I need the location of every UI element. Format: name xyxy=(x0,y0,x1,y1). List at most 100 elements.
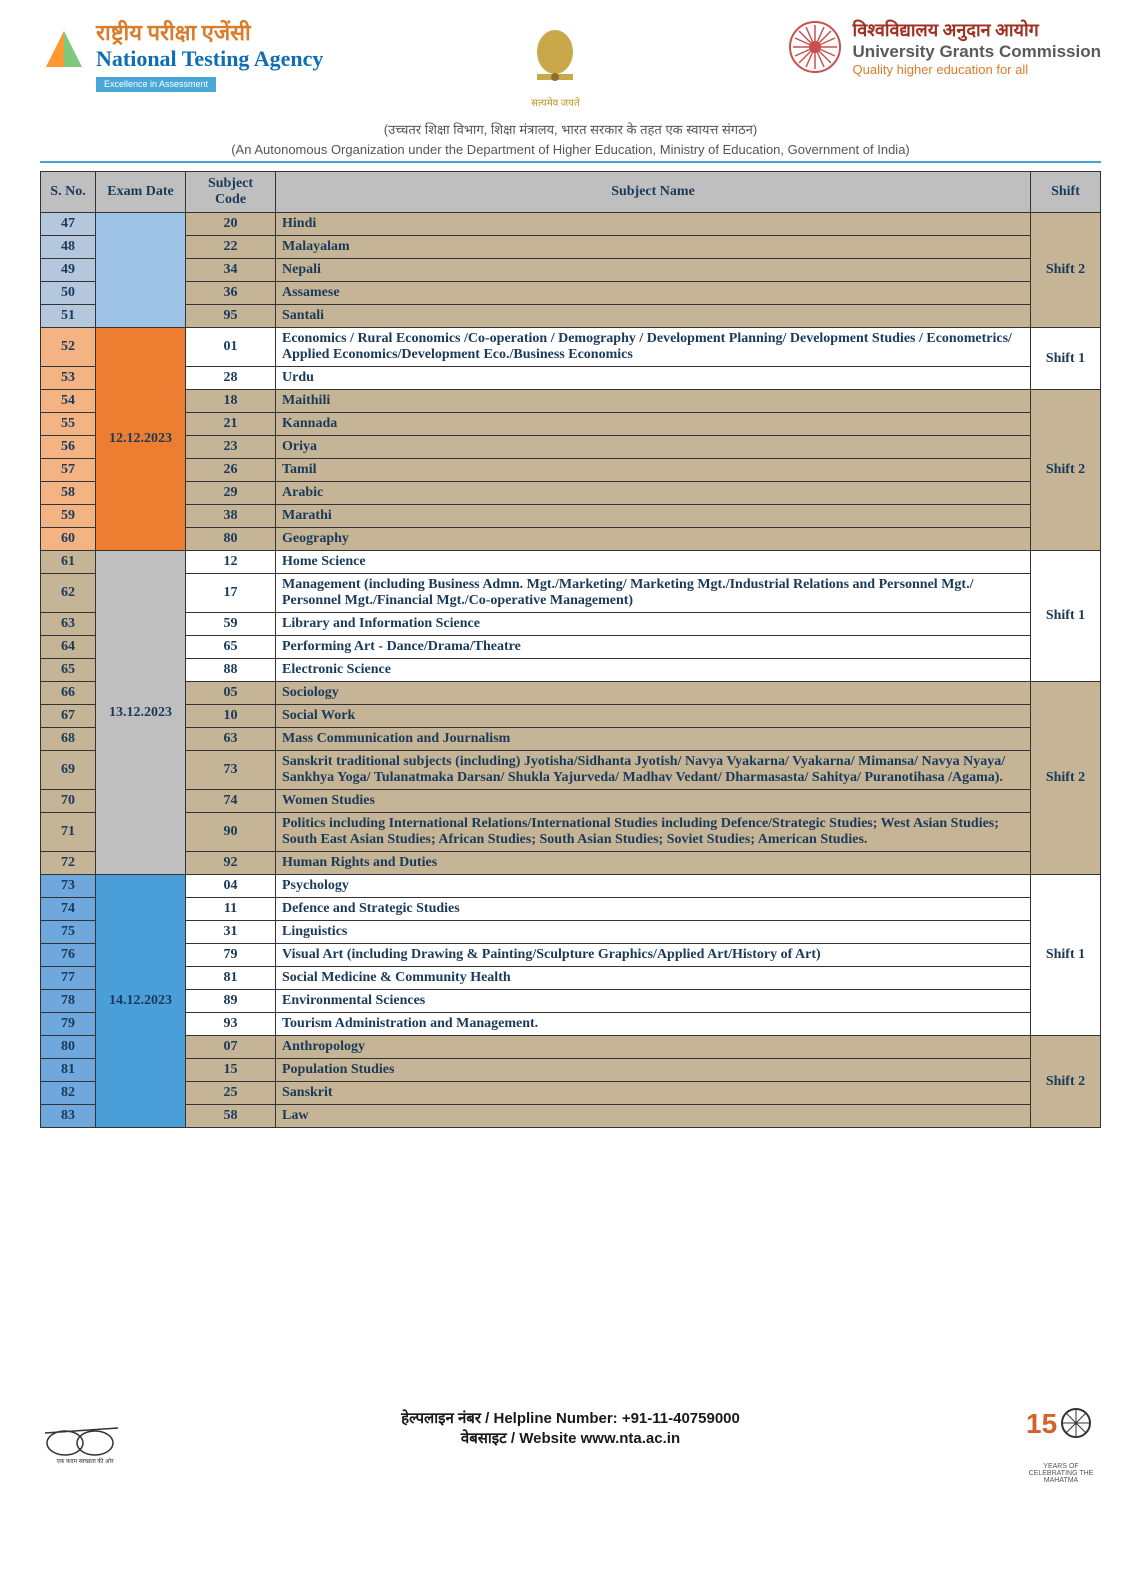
table-cell-sno: 50 xyxy=(41,282,96,305)
table-cell-subject: Hindi xyxy=(276,213,1031,236)
table-cell-sno: 59 xyxy=(41,505,96,528)
table-cell-sno: 79 xyxy=(41,1013,96,1036)
table-cell-code: 12 xyxy=(186,551,276,574)
gandhi-150-icon: 15 YEARS OF CELEBRATING THE MAHATMA xyxy=(1021,1398,1101,1478)
table-cell-subject: Performing Art - Dance/Drama/Theatre xyxy=(276,636,1031,659)
website: वेबसाइट / Website www.nta.ac.in xyxy=(40,1428,1101,1448)
th-date: Exam Date xyxy=(96,172,186,213)
table-cell-subject: Electronic Science xyxy=(276,659,1031,682)
table-cell-subject: Human Rights and Duties xyxy=(276,852,1031,875)
table-cell-code: 38 xyxy=(186,505,276,528)
table-cell-code: 26 xyxy=(186,459,276,482)
ugc-block: विश्वविद्यालय अनुदान आयोग University Gra… xyxy=(788,20,1101,78)
table-cell-sno: 81 xyxy=(41,1059,96,1082)
table-cell-shift: Shift 2 xyxy=(1031,682,1101,875)
swachh-icon: एक कदम स्वच्छता की ओर xyxy=(40,1408,130,1468)
table-cell-code: 59 xyxy=(186,613,276,636)
table-cell-sno: 77 xyxy=(41,967,96,990)
table-cell-subject: Economics / Rural Economics /Co-operatio… xyxy=(276,328,1031,367)
table-cell-code: 65 xyxy=(186,636,276,659)
table-cell-sno: 67 xyxy=(41,705,96,728)
svg-text:एक कदम स्वच्छता की ओर: एक कदम स्वच्छता की ओर xyxy=(56,1457,114,1465)
table-cell-shift: Shift 1 xyxy=(1031,875,1101,1036)
page-header: राष्ट्रीय परीक्षा एजेंसी National Testin… xyxy=(40,20,1101,110)
footer: एक कदम स्वच्छता की ओर हेल्पलाइन नंबर / H… xyxy=(40,1408,1101,1448)
table-cell-subject: Defence and Strategic Studies xyxy=(276,898,1031,921)
th-subject: Subject Name xyxy=(276,172,1031,213)
table-cell-code: 63 xyxy=(186,728,276,751)
table-cell-subject: Sanskrit xyxy=(276,1082,1031,1105)
table-cell-subject: Arabic xyxy=(276,482,1031,505)
helpline: हेल्पलाइन नंबर / Helpline Number: +91-11… xyxy=(40,1408,1101,1428)
table-cell-shift: Shift 1 xyxy=(1031,551,1101,682)
table-cell-sno: 49 xyxy=(41,259,96,282)
table-cell-code: 22 xyxy=(186,236,276,259)
table-cell-code: 93 xyxy=(186,1013,276,1036)
table-cell-sno: 68 xyxy=(41,728,96,751)
table-cell-code: 15 xyxy=(186,1059,276,1082)
table-cell-date: 13.12.2023 xyxy=(96,551,186,875)
th-code: Subject Code xyxy=(186,172,276,213)
table-cell-code: 29 xyxy=(186,482,276,505)
table-cell-subject: Marathi xyxy=(276,505,1031,528)
table-cell-shift: Shift 2 xyxy=(1031,1036,1101,1128)
national-emblem: सत्यमेव जयते xyxy=(520,20,590,110)
table-cell-subject: Oriya xyxy=(276,436,1031,459)
table-cell-code: 28 xyxy=(186,367,276,390)
table-cell-sno: 47 xyxy=(41,213,96,236)
th-shift: Shift xyxy=(1031,172,1101,213)
table-cell-code: 95 xyxy=(186,305,276,328)
table-cell-code: 10 xyxy=(186,705,276,728)
divider xyxy=(40,161,1101,163)
table-cell-sno: 71 xyxy=(41,813,96,852)
table-cell-subject: Social Work xyxy=(276,705,1031,728)
table-cell-subject: Sanskrit traditional subjects (including… xyxy=(276,751,1031,790)
table-cell-sno: 63 xyxy=(41,613,96,636)
table-cell-subject: Assamese xyxy=(276,282,1031,305)
table-cell-sno: 70 xyxy=(41,790,96,813)
table-cell-date xyxy=(96,213,186,328)
subheader-eng: (An Autonomous Organization under the De… xyxy=(40,142,1101,157)
table-cell-subject: Politics including International Relatio… xyxy=(276,813,1031,852)
emblem-motto: सत्यमेव जयते xyxy=(520,95,590,109)
table-cell-subject: Women Studies xyxy=(276,790,1031,813)
table-cell-sno: 73 xyxy=(41,875,96,898)
table-cell-code: 07 xyxy=(186,1036,276,1059)
table-cell-code: 89 xyxy=(186,990,276,1013)
th-sno: S. No. xyxy=(41,172,96,213)
table-cell-subject: Library and Information Science xyxy=(276,613,1031,636)
nta-title-hindi: राष्ट्रीय परीक्षा एजेंसी xyxy=(96,20,323,46)
table-cell-subject: Nepali xyxy=(276,259,1031,282)
table-cell-subject: Home Science xyxy=(276,551,1031,574)
ugc-title-hindi: विश्वविद्यालय अनुदान आयोग xyxy=(853,20,1101,42)
table-cell-sno: 62 xyxy=(41,574,96,613)
svg-text:15: 15 xyxy=(1026,1408,1057,1439)
table-cell-subject: Tourism Administration and Management. xyxy=(276,1013,1031,1036)
table-cell-sno: 82 xyxy=(41,1082,96,1105)
table-cell-sno: 54 xyxy=(41,390,96,413)
exam-schedule-table: S. No. Exam Date Subject Code Subject Na… xyxy=(40,171,1101,1128)
table-cell-sno: 58 xyxy=(41,482,96,505)
table-cell-sno: 52 xyxy=(41,328,96,367)
table-cell-subject: Maithili xyxy=(276,390,1031,413)
table-cell-subject: Sociology xyxy=(276,682,1031,705)
table-cell-code: 90 xyxy=(186,813,276,852)
nta-title-eng: National Testing Agency xyxy=(96,46,323,72)
table-cell-sno: 75 xyxy=(41,921,96,944)
table-cell-subject: Psychology xyxy=(276,875,1031,898)
table-cell-sno: 83 xyxy=(41,1105,96,1128)
table-cell-subject: Visual Art (including Drawing & Painting… xyxy=(276,944,1031,967)
table-cell-code: 34 xyxy=(186,259,276,282)
table-cell-code: 58 xyxy=(186,1105,276,1128)
table-cell-subject: Santali xyxy=(276,305,1031,328)
table-cell-code: 20 xyxy=(186,213,276,236)
table-cell-code: 92 xyxy=(186,852,276,875)
table-cell-sno: 78 xyxy=(41,990,96,1013)
table-cell-sno: 61 xyxy=(41,551,96,574)
table-cell-subject: Malayalam xyxy=(276,236,1031,259)
table-cell-sno: 51 xyxy=(41,305,96,328)
table-cell-code: 01 xyxy=(186,328,276,367)
table-cell-sno: 66 xyxy=(41,682,96,705)
table-cell-subject: Mass Communication and Journalism xyxy=(276,728,1031,751)
table-cell-sno: 69 xyxy=(41,751,96,790)
